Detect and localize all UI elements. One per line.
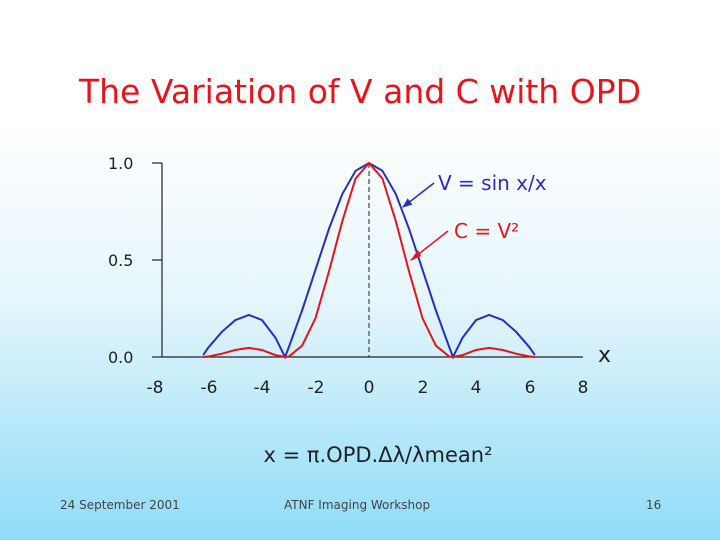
x-tick-label: -2: [308, 378, 325, 398]
x-tick-labels: -8 -6 -4 -2 0 2 4 6 8: [147, 378, 589, 398]
x-axis-label: x = π.OPD.Δλ/λmean²: [263, 443, 492, 467]
x-tick-label: 2: [418, 378, 429, 398]
footer-center-text: ATNF Imaging Workshop: [284, 498, 431, 512]
x-tick-label: 8: [578, 378, 589, 398]
annotation-v-pointer: [402, 182, 435, 208]
page-number: 16: [646, 498, 662, 512]
x-axis-end-label: x: [598, 343, 611, 368]
footer-date: 24 September 2001: [60, 498, 180, 512]
annotation-c-label: C = V²: [454, 219, 519, 243]
x-tick-label: 6: [525, 378, 536, 398]
y-tick-label: 0.0: [108, 348, 133, 367]
slide-title: The Variation of V and C with OPD: [78, 72, 641, 111]
series-c-line: [203, 161, 535, 359]
x-tick-label: 4: [471, 378, 482, 398]
x-tick-label: -4: [254, 378, 271, 398]
y-tick-label: 1.0: [108, 154, 133, 173]
annotation-c-arrowhead: [410, 250, 421, 261]
x-tick-label: 0: [364, 378, 375, 398]
y-tick-label: 0.5: [108, 251, 133, 270]
annotation-v-label: V = sin x/x: [438, 171, 547, 195]
x-tick-label: -6: [201, 378, 218, 398]
x-tick-label: -8: [147, 378, 164, 398]
